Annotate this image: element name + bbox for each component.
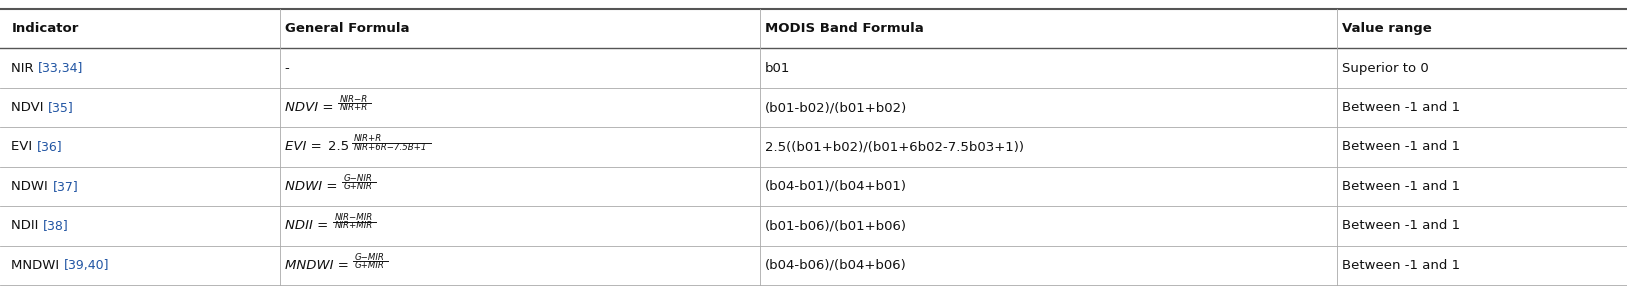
Text: G+MIR: G+MIR bbox=[355, 261, 386, 270]
Text: MODIS Band Formula: MODIS Band Formula bbox=[765, 22, 924, 35]
Text: NDII: NDII bbox=[11, 219, 42, 233]
Text: Between -1 and 1: Between -1 and 1 bbox=[1342, 101, 1461, 114]
Text: Between -1 and 1: Between -1 and 1 bbox=[1342, 259, 1461, 272]
Text: MNDWI: MNDWI bbox=[11, 259, 63, 272]
Text: (b04-b01)/(b04+b01): (b04-b01)/(b04+b01) bbox=[765, 180, 906, 193]
Text: NDVI =: NDVI = bbox=[285, 101, 334, 114]
Text: G+NIR: G+NIR bbox=[343, 182, 373, 191]
Text: Indicator: Indicator bbox=[11, 22, 78, 35]
Text: NIR+R: NIR+R bbox=[340, 103, 368, 112]
Text: NIR+R: NIR+R bbox=[355, 134, 382, 143]
Text: b01: b01 bbox=[765, 61, 791, 75]
Text: NDII =: NDII = bbox=[285, 219, 329, 233]
Text: [38]: [38] bbox=[42, 219, 68, 233]
Text: [39,40]: [39,40] bbox=[63, 259, 109, 272]
Text: [36]: [36] bbox=[37, 141, 62, 153]
Text: NIR+6R−7.5B+1: NIR+6R−7.5B+1 bbox=[355, 143, 428, 151]
Text: Value range: Value range bbox=[1342, 22, 1432, 35]
Text: G−NIR: G−NIR bbox=[343, 174, 373, 183]
Text: General Formula: General Formula bbox=[285, 22, 410, 35]
Text: 2.5((b01+b02)/(b01+6b02-7.5b03+1)): 2.5((b01+b02)/(b01+6b02-7.5b03+1)) bbox=[765, 141, 1023, 153]
Text: NIR−R: NIR−R bbox=[340, 95, 368, 104]
Text: (b01-b06)/(b01+b06): (b01-b06)/(b01+b06) bbox=[765, 219, 906, 233]
Text: NDWI: NDWI bbox=[11, 180, 52, 193]
Text: NDWI =: NDWI = bbox=[285, 180, 337, 193]
Text: MNDWI =: MNDWI = bbox=[285, 259, 348, 272]
Text: Between -1 and 1: Between -1 and 1 bbox=[1342, 141, 1461, 153]
Text: Between -1 and 1: Between -1 and 1 bbox=[1342, 219, 1461, 233]
Text: (b04-b06)/(b04+b06): (b04-b06)/(b04+b06) bbox=[765, 259, 906, 272]
Text: 2.5: 2.5 bbox=[329, 141, 350, 153]
Text: (b01-b02)/(b01+b02): (b01-b02)/(b01+b02) bbox=[765, 101, 906, 114]
Text: EVI =: EVI = bbox=[285, 141, 322, 153]
Text: NDVI: NDVI bbox=[11, 101, 49, 114]
Text: -: - bbox=[285, 61, 290, 75]
Text: [33,34]: [33,34] bbox=[39, 61, 83, 75]
Text: NIR−MIR: NIR−MIR bbox=[335, 213, 373, 222]
Text: G−MIR: G−MIR bbox=[355, 253, 386, 262]
Text: NIR: NIR bbox=[11, 61, 39, 75]
Text: [37]: [37] bbox=[52, 180, 78, 193]
Text: EVI: EVI bbox=[11, 141, 37, 153]
Text: NIR+MIR: NIR+MIR bbox=[335, 221, 373, 230]
Text: Between -1 and 1: Between -1 and 1 bbox=[1342, 180, 1461, 193]
Text: Superior to 0: Superior to 0 bbox=[1342, 61, 1429, 75]
Text: [35]: [35] bbox=[49, 101, 73, 114]
